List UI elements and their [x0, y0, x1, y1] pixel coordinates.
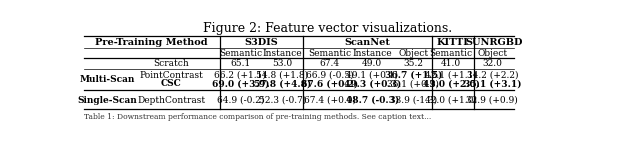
Text: 64.9 (-0.2): 64.9 (-0.2) — [217, 96, 264, 104]
Text: Object: Object — [477, 49, 508, 58]
Text: 69.0 (+3.9): 69.0 (+3.9) — [212, 79, 269, 88]
Text: Object: Object — [398, 49, 428, 58]
Text: 48.7 (-0.3): 48.7 (-0.3) — [346, 96, 399, 104]
Text: Instance: Instance — [353, 49, 392, 58]
Text: 49.1 (+0.1): 49.1 (+0.1) — [346, 71, 398, 80]
Text: 42.0 (+1.0): 42.0 (+1.0) — [426, 96, 477, 104]
Text: Single-Scan: Single-Scan — [77, 96, 137, 104]
Text: Figure 2: Feature vector visualizations.: Figure 2: Feature vector visualizations. — [204, 22, 452, 35]
Text: 32.9 (+0.9): 32.9 (+0.9) — [467, 96, 518, 104]
Text: 36.7 (+1.5): 36.7 (+1.5) — [385, 71, 442, 80]
Text: 67.4: 67.4 — [319, 59, 340, 68]
Text: Semantic: Semantic — [219, 49, 262, 58]
Text: Pre-Training Method: Pre-Training Method — [95, 38, 208, 47]
Text: 41.0: 41.0 — [441, 59, 461, 68]
Text: 67.6 (+0.2): 67.6 (+0.2) — [301, 79, 358, 88]
Text: Scratch: Scratch — [154, 59, 189, 68]
Text: 66.9 (-0.5): 66.9 (-0.5) — [306, 71, 353, 80]
Text: S3DIS: S3DIS — [244, 38, 278, 47]
Text: DepthContrast: DepthContrast — [138, 96, 205, 104]
Text: Instance: Instance — [262, 49, 302, 58]
Text: KITTI: KITTI — [437, 38, 468, 47]
Text: 43.0 (+2.0): 43.0 (+2.0) — [423, 79, 479, 88]
Text: SUNRGBD: SUNRGBD — [465, 38, 522, 47]
Text: 67.4 (+0.0): 67.4 (+0.0) — [303, 96, 356, 104]
Text: 66.2 (+1.1): 66.2 (+1.1) — [214, 71, 266, 80]
Text: Semantic: Semantic — [308, 49, 351, 58]
Text: Multi-Scan: Multi-Scan — [79, 75, 135, 84]
Text: 49.0: 49.0 — [362, 59, 382, 68]
Text: 36.1 (+0.9): 36.1 (+0.9) — [387, 79, 439, 88]
Text: 34.2 (+2.2): 34.2 (+2.2) — [467, 71, 518, 80]
Text: 32.0: 32.0 — [483, 59, 502, 68]
Text: 54.8 (+1.8): 54.8 (+1.8) — [256, 71, 308, 80]
Text: CSC: CSC — [161, 79, 182, 88]
Text: 65.1: 65.1 — [230, 59, 250, 68]
Text: 35.2: 35.2 — [403, 59, 423, 68]
Text: Table 1: Downstream performance comparison of pre-training methods. See caption : Table 1: Downstream performance comparis… — [84, 113, 431, 121]
Text: PointContrast: PointContrast — [140, 71, 204, 80]
Text: 35.1 (+3.1): 35.1 (+3.1) — [463, 79, 521, 88]
Text: 52.3 (-0.7): 52.3 (-0.7) — [259, 96, 306, 104]
Text: 53.0: 53.0 — [272, 59, 292, 68]
Text: 49.3 (+0.3): 49.3 (+0.3) — [344, 79, 401, 88]
Text: 57.8 (+4.8): 57.8 (+4.8) — [253, 79, 311, 88]
Text: 33.9 (-1.3): 33.9 (-1.3) — [390, 96, 437, 104]
Text: Semantic: Semantic — [429, 49, 473, 58]
Text: 42.1 (+1.1): 42.1 (+1.1) — [426, 71, 477, 80]
Text: ScanNet: ScanNet — [344, 38, 390, 47]
